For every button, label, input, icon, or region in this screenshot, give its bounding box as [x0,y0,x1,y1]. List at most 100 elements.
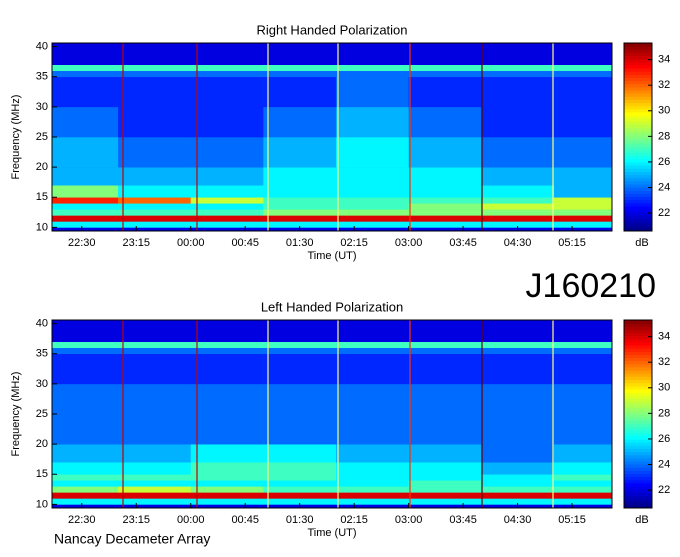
heatmap-cell [335,414,410,445]
heatmap-cell [335,323,410,342]
colorbar-slice [624,152,652,157]
heatmap-cell [52,167,119,186]
heatmap-cell [52,492,119,499]
heatmap-cell [553,462,613,475]
colorbar-slice [624,482,652,487]
colorbar-slice [624,46,652,50]
heatmap-cell [408,64,482,72]
heatmap-cell [481,462,555,475]
colorbar-slice [624,165,652,169]
heatmap-cell [553,70,613,78]
heatmap-cell [118,444,192,463]
x-tick-label: 23:15 [122,514,150,526]
heatmap-cell [52,209,119,216]
heatmap-cell [52,353,119,385]
y-tick-label: 20 [36,161,48,173]
colorbar-tick-label: 28 [658,407,670,419]
colorbar-slice [624,58,652,63]
heatmap-cell [52,64,119,72]
colorbar-slice [624,410,652,415]
heatmap-cell [190,167,264,186]
heatmap-cell [263,480,337,487]
heatmap-cell [408,46,482,65]
heatmap-cell [190,480,264,487]
heatmap-cell [553,64,613,72]
heatmap-cell [481,492,555,499]
heatmap-cell [263,203,337,210]
colorbar-slice [624,445,652,449]
colorbar-slice [624,121,652,125]
x-tick-label: 03:45 [449,514,477,526]
heatmap-cell [263,383,337,415]
x-tick-label: 22:30 [68,237,96,249]
heatmap-cell [263,474,337,481]
heatmap-cell [118,480,192,487]
colorbar-slice [624,329,652,334]
heatmap-cell [335,106,410,138]
colorbar-slice [624,454,652,459]
heatmap-cell [190,341,264,349]
colorbar-slice [624,423,652,428]
heatmap-cell [263,185,337,198]
colorbar-slice [624,473,652,478]
heatmap-cell [553,480,613,487]
heatmap-cell [52,76,119,108]
heatmap-cell [408,474,482,481]
heatmap-cell [263,444,337,463]
heatmap-cell [263,106,337,138]
heatmap-cell [553,167,613,186]
heatmap-cell [263,353,337,385]
heatmap-cell [335,197,410,204]
colorbar-slice [624,392,652,396]
y-tick-label: 10 [36,221,48,233]
colorbar-slice [624,221,652,226]
heatmap-cell [52,480,119,487]
colorbar-slice [624,205,652,210]
heatmap-cell [52,137,119,168]
heatmap-cell [118,70,192,78]
colorbar-slice [624,83,652,88]
heatmap-cell [553,197,613,204]
colorbar-slice [624,140,652,144]
x-axis-label: Time (UT) [307,250,356,262]
heatmap-cell [481,64,555,72]
heatmap-cell [553,221,613,228]
heatmap-cell [408,215,482,222]
y-tick-label: 15 [36,191,48,203]
heatmap-cell [408,197,482,204]
heatmap-cell [118,106,192,138]
heatmap-cell [408,76,482,108]
heatmap-cell [408,414,482,445]
colorbar-slice [624,332,652,337]
heatmap-cell [118,353,192,385]
heatmap-cell [553,498,613,505]
heatmap-cell [190,203,264,210]
colorbar-slice [624,168,652,172]
colorbar-slice [624,461,652,465]
x-tick-label: 03:00 [395,237,423,249]
heatmap-cell [118,185,192,198]
colorbar-slice [624,199,652,204]
heatmap-cell [335,462,410,475]
heatmap-cell [118,474,192,481]
heatmap-cell [190,462,264,475]
heatmap-cell [118,347,192,355]
heatmap-cell [408,480,482,487]
colorbar-tick-label: 34 [658,54,670,66]
heatmap-cell [481,353,555,385]
heatmap-cell [481,414,555,445]
heatmap-cell [408,462,482,475]
heatmap-cell [481,197,555,204]
colorbar-tick-label: 22 [658,207,670,219]
heatmap-cell [481,480,555,487]
heatmap-cell [408,444,482,463]
colorbar-slice [624,143,652,147]
heatmap-cell [335,46,410,65]
heatmap-cell [481,323,555,342]
colorbar-slice [624,187,652,191]
colorbar-frame [623,319,653,509]
colorbar-slice [624,196,652,201]
heatmap-cell [263,414,337,445]
heatmap-cell [335,444,410,463]
